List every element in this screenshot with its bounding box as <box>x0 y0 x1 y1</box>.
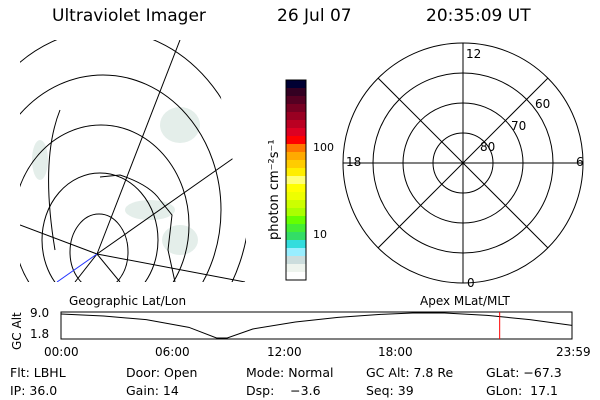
colorbar-swatch <box>286 248 306 257</box>
info-field: GC Alt: 7.8 Re <box>366 365 454 380</box>
gc-alt-line <box>60 312 573 339</box>
lon-line <box>96 253 246 282</box>
colorbar-swatch <box>286 232 306 241</box>
colorbar-swatch <box>286 192 306 201</box>
info-field: Seq: 39 <box>366 383 414 398</box>
date-label: 26 Jul 07 <box>277 6 352 26</box>
x-tick-1800: 18:00 <box>378 345 413 359</box>
y-axis-label: GC Alt <box>10 312 24 350</box>
colorbar-swatch <box>286 216 306 225</box>
info-field: Door: Open <box>126 365 198 380</box>
colorbar-swatch <box>286 120 306 129</box>
polar-mlat-mlt-plot <box>342 42 584 284</box>
lon-line <box>96 149 246 255</box>
lon-line <box>96 253 121 282</box>
colorbar-swatch <box>286 200 306 209</box>
time-label: 20:35:09 UT <box>426 6 531 26</box>
colorbar-swatch <box>286 240 306 249</box>
colorbar-swatch <box>286 272 306 281</box>
colorbar-swatch <box>286 104 306 113</box>
lon-line <box>96 40 181 255</box>
mlt-label-18: 18 <box>346 155 362 169</box>
lat-circle <box>20 74 222 282</box>
colorbar-swatch <box>286 176 306 185</box>
x-tick-1200: 12:00 <box>267 345 302 359</box>
colorbar-tick-10: 10 <box>313 228 327 241</box>
instrument-title: Ultraviolet Imager <box>52 6 206 26</box>
x-tick-0000: 00:00 <box>44 345 79 359</box>
mlt-label-0: 0 <box>467 276 475 290</box>
lat-circle <box>41 172 159 282</box>
colorbar-swatch <box>286 144 306 153</box>
lat-circle <box>20 124 190 282</box>
colorbar-swatch <box>286 224 306 233</box>
mlt-label-6: 6 <box>576 155 584 169</box>
gc-alt-plot <box>60 311 573 340</box>
colorbar-swatch <box>286 208 306 217</box>
mlt-label-12: 12 <box>466 47 482 61</box>
colorbar-swatch <box>286 80 306 89</box>
info-field: Gain: 14 <box>126 383 179 398</box>
colorbar-swatch <box>286 88 306 97</box>
info-field: Flt: LBHL <box>10 365 66 380</box>
info-field: Mode: Normal <box>246 365 334 380</box>
colorbar-swatch <box>286 112 306 121</box>
mlat-label-60: 60 <box>535 97 551 111</box>
x-tick-2359: 23:59 <box>556 345 591 359</box>
lat-circle <box>69 213 129 282</box>
colorbar-frame <box>285 79 307 281</box>
colorbar-swatch <box>286 160 306 169</box>
x-tick-0600: 06:00 <box>155 345 190 359</box>
colorbar-swatch <box>286 264 306 273</box>
colorbar-tick-100: 100 <box>313 141 334 154</box>
colorbar-swatch <box>286 168 306 177</box>
y-tick-9: 9.0 <box>30 306 50 320</box>
colorbar-swatch <box>286 152 306 161</box>
colorbar-swatch <box>286 96 306 105</box>
colorbar-swatch <box>286 128 306 137</box>
colorbar-swatch <box>286 184 306 193</box>
coastline <box>48 109 176 282</box>
mlat-label-70: 70 <box>511 119 527 133</box>
colorbar-swatch <box>286 136 306 145</box>
colorbar-swatch <box>286 256 306 265</box>
info-field: IP: 36.0 <box>10 383 58 398</box>
info-field: Dsp: −3.6 <box>246 383 321 398</box>
colorbar-label: photon cm⁻²s⁻¹ <box>267 139 282 240</box>
aurora-emission <box>32 107 200 255</box>
lon-line <box>74 253 98 282</box>
coastline <box>225 59 246 96</box>
satellite-track <box>56 253 98 282</box>
y-tick-1.8: 1.8 <box>30 327 50 341</box>
lon-line <box>20 224 98 255</box>
mlat-label-80: 80 <box>480 140 496 154</box>
apex-label: Apex MLat/MLT <box>420 294 510 308</box>
info-field: GLon: 17.1 <box>486 383 558 398</box>
info-field: GLat: −67.3 <box>486 365 562 380</box>
geographic-label: Geographic Lat/Lon <box>69 294 187 308</box>
colorbar <box>285 79 307 281</box>
geographic-map <box>20 40 246 282</box>
